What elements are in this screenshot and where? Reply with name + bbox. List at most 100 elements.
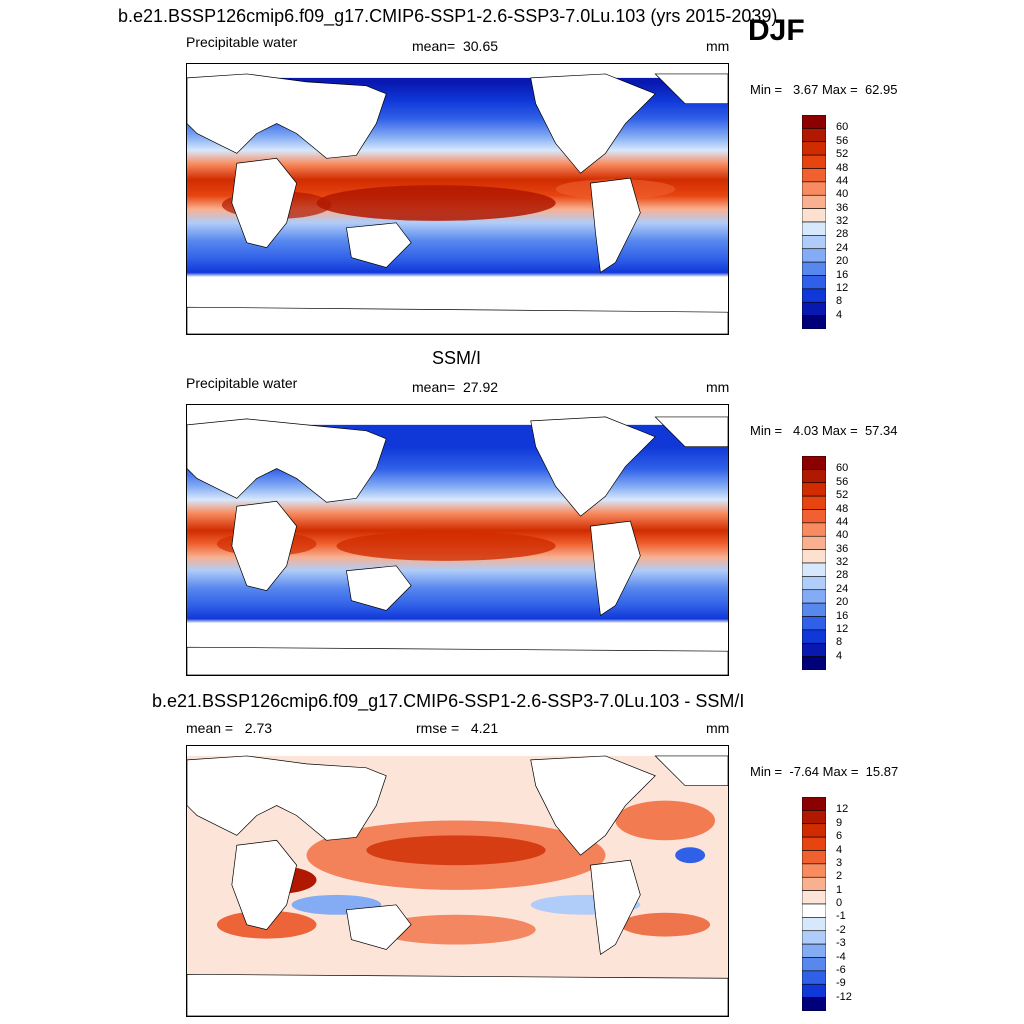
colorbar-tick-label: 36 [836, 201, 849, 214]
colorbar-swatch [802, 810, 826, 825]
colorbar-swatch [802, 970, 826, 985]
season-label: DJF [748, 14, 805, 47]
panel2-colorbar [802, 456, 826, 670]
colorbar-tick-label: 60 [836, 121, 849, 134]
colorbar-tick-label: 2 [836, 870, 843, 883]
colorbar-swatch [802, 248, 826, 263]
main-title: b.e21.BSSP126cmip6.f09_g17.CMIP6-SSP1-2.… [118, 6, 778, 26]
colorbar-tick-label: 48 [836, 161, 849, 174]
panel3-minmax: Min = -7.64 Max = 15.87 [750, 764, 899, 779]
colorbar-swatch [802, 656, 826, 670]
colorbar-swatch [802, 943, 826, 958]
colorbar-tick-label: 4 [836, 843, 843, 856]
colorbar-tick-label: 32 [836, 556, 849, 568]
colorbar-tick-label: 3 [836, 856, 843, 869]
colorbar-tick-label: 20 [836, 596, 849, 609]
colorbar-tick-label: 9 [836, 816, 843, 829]
panel2-minmax: Min = 4.03 Max = 57.34 [750, 423, 898, 438]
colorbar-swatch [802, 823, 826, 838]
colorbar-swatch [802, 576, 826, 591]
colorbar-tick-label: 44 [836, 174, 849, 187]
colorbar-swatch [802, 168, 826, 183]
colorbar-swatch [802, 997, 826, 1011]
colorbar-tick-label: 20 [836, 255, 849, 268]
panel1-map [186, 63, 729, 335]
colorbar-swatch [802, 315, 826, 329]
colorbar-tick-label: 36 [836, 542, 849, 555]
colorbar-swatch [802, 301, 826, 316]
colorbar-swatch [802, 235, 826, 250]
colorbar-swatch [802, 194, 826, 209]
colorbar-tick-label: -9 [836, 977, 846, 990]
colorbar-swatch [802, 154, 826, 169]
colorbar-swatch [802, 261, 826, 276]
colorbar-swatch [802, 863, 826, 878]
colorbar-tick-label: 8 [836, 636, 843, 649]
colorbar-swatch [802, 482, 826, 497]
panel1-variable: Precipitable water [186, 34, 298, 50]
colorbar-swatch [802, 642, 826, 657]
colorbar-tick-label: 12 [836, 281, 849, 294]
colorbar-tick-label: 4 [836, 308, 843, 321]
colorbar-swatch [802, 535, 826, 550]
colorbar-swatch [802, 181, 826, 196]
panel3-mean: mean = 2.73 [186, 720, 273, 736]
colorbar-swatch [802, 495, 826, 510]
panel3-units: mm [706, 720, 730, 736]
colorbar-swatch [802, 602, 826, 617]
colorbar-tick-label: 4 [836, 649, 843, 662]
panel3-map [186, 745, 729, 1017]
colorbar-swatch [802, 275, 826, 290]
colorbar-tick-label: -4 [836, 950, 846, 963]
colorbar-swatch [802, 456, 826, 470]
colorbar-tick-label: 24 [836, 241, 849, 254]
colorbar-swatch [802, 616, 826, 631]
colorbar-tick-label: -6 [836, 963, 846, 976]
colorbar-swatch [802, 221, 826, 236]
colorbar-tick-label: 8 [836, 295, 843, 308]
colorbar-swatch [802, 983, 826, 998]
colorbar-swatch [802, 903, 826, 918]
colorbar-tick-label: 24 [836, 582, 849, 595]
colorbar-tick-label: 1 [836, 883, 843, 896]
colorbar-swatch [802, 141, 826, 156]
panel1-units: mm [706, 38, 730, 54]
colorbar-swatch [802, 836, 826, 851]
panel1-colorbar [802, 115, 826, 329]
colorbar-tick-label: 28 [836, 228, 849, 241]
colorbar-swatch [802, 850, 826, 865]
colorbar-tick-label: 32 [836, 215, 849, 227]
colorbar-swatch [802, 589, 826, 604]
colorbar-tick-label: -2 [836, 923, 846, 936]
panel1-minmax: Min = 3.67 Max = 62.95 [750, 82, 898, 97]
colorbar-tick-label: 40 [836, 529, 849, 542]
colorbar-tick-label: -3 [836, 937, 846, 950]
panel2-map [186, 404, 729, 676]
panel3-title: b.e21.BSSP126cmip6.f09_g17.CMIP6-SSP1-2.… [152, 691, 745, 711]
panel2-units: mm [706, 379, 730, 395]
colorbar-swatch [802, 917, 826, 932]
panel3-colorbar [802, 797, 826, 1011]
colorbar-tick-label: 12 [836, 622, 849, 635]
colorbar-tick-label: 48 [836, 502, 849, 515]
colorbar-swatch [802, 629, 826, 644]
colorbar-swatch [802, 562, 826, 577]
colorbar-swatch [802, 288, 826, 303]
panel3-rmse: rmse = 4.21 [416, 720, 499, 736]
colorbar-swatch [802, 469, 826, 484]
colorbar-swatch [802, 930, 826, 945]
colorbar-swatch [802, 522, 826, 537]
colorbar-swatch [802, 208, 826, 223]
colorbar-swatch [802, 890, 826, 905]
colorbar-tick-label: 56 [836, 134, 849, 147]
colorbar-tick-label: 52 [836, 489, 849, 502]
colorbar-swatch [802, 549, 826, 564]
colorbar-swatch [802, 876, 826, 891]
colorbar-tick-label: 6 [836, 830, 843, 843]
colorbar-swatch [802, 957, 826, 972]
colorbar-swatch [802, 128, 826, 143]
panel2-mean: mean= 27.92 [412, 379, 499, 395]
colorbar-swatch [802, 115, 826, 129]
colorbar-tick-label: 28 [836, 569, 849, 582]
panel2-variable: Precipitable water [186, 375, 298, 391]
